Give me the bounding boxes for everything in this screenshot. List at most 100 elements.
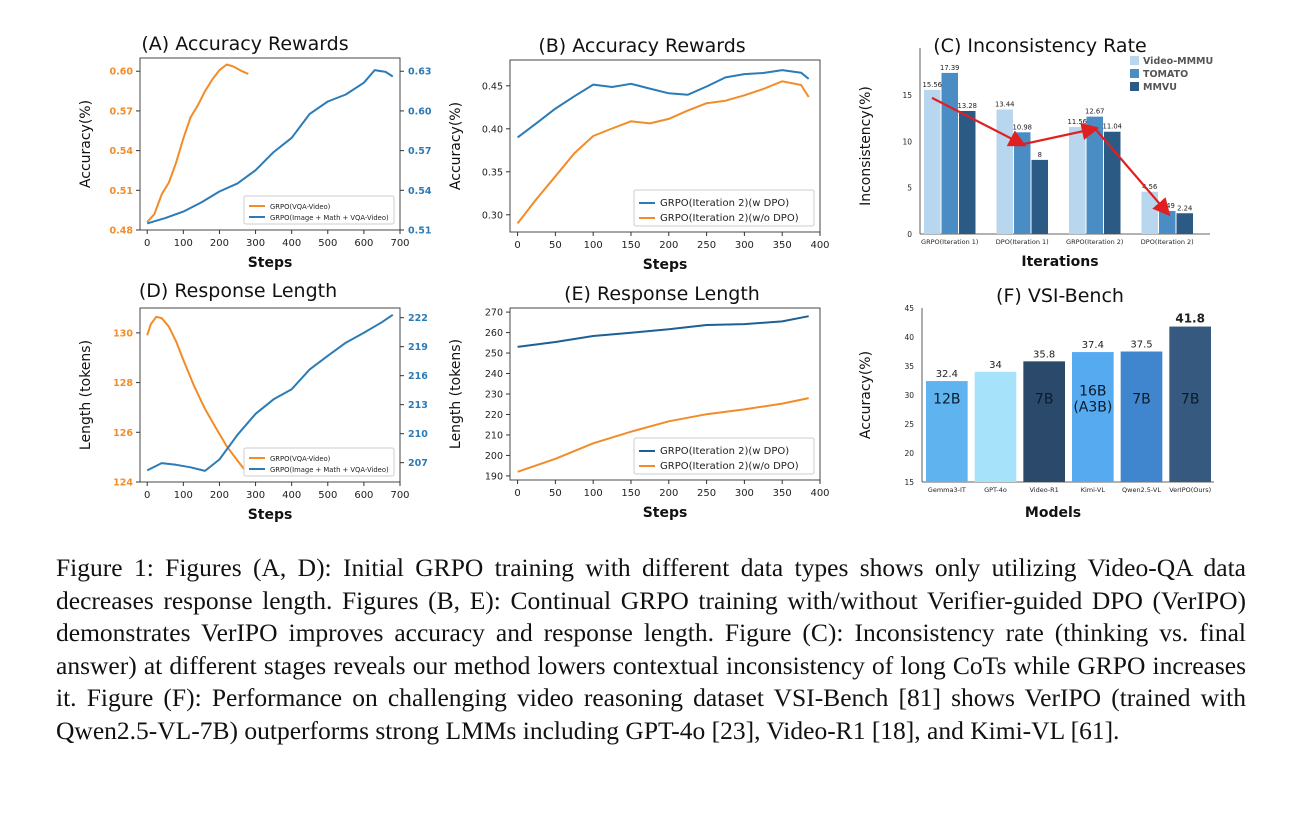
y-tick-label: 0.60 (110, 67, 134, 78)
x-tick-label: 50 (549, 488, 562, 499)
bar-value-label: 13.28 (958, 102, 977, 110)
chart-title: (F) VSI-Bench (996, 285, 1124, 307)
y-tick-label: 250 (485, 349, 503, 360)
y-tick-label: 45 (904, 304, 914, 313)
bar (1104, 131, 1121, 234)
y2-tick-label: 0.60 (408, 106, 432, 117)
bar (941, 72, 958, 234)
chart-D: (D) Response Length Steps Length (tokens) 0… (78, 280, 428, 523)
legend-box (243, 195, 395, 225)
bar-value-label: 10.98 (1013, 123, 1032, 131)
bar (1072, 352, 1114, 482)
y-axis-label: Length (tokens) (448, 339, 464, 449)
x-tick-label: 400 (282, 238, 301, 249)
series-line-2 (517, 397, 809, 473)
y-tick-label: 260 (485, 328, 503, 339)
y-tick-label: 126 (113, 428, 133, 439)
y-tick-label: 25 (904, 420, 914, 429)
x-tick-label: 0 (144, 490, 150, 501)
y-tick-label: 210 (485, 430, 503, 441)
x-tick-label: 150 (621, 488, 640, 499)
y-tick-label: 230 (485, 390, 503, 401)
y-tick-label: 0.51 (110, 186, 133, 197)
y2-tick-label: 222 (408, 313, 428, 324)
x-axis-label: Models (1025, 505, 1081, 521)
y-tick-label: 15 (904, 478, 914, 487)
y2-tick-label: 210 (408, 429, 428, 440)
bar (1169, 326, 1211, 482)
x-tick-label: 300 (735, 240, 754, 251)
y-tick-label: 0.40 (482, 124, 503, 135)
bar (1069, 126, 1086, 234)
y-tick-label: 270 (485, 308, 503, 319)
legend-box (243, 447, 395, 477)
legend-box (633, 437, 815, 475)
legend-label: GRPO(Image + Math + VQA-Video) (270, 214, 389, 222)
y-tick-label: 0.30 (482, 210, 503, 221)
y2-tick-label: 216 (408, 371, 428, 382)
plot-frame (139, 307, 401, 483)
model-size-label: (A3B) (1073, 400, 1112, 416)
model-size-label: 7B (1132, 392, 1151, 408)
series-line-2 (516, 80, 810, 225)
bar-value-label: 37.5 (1130, 340, 1152, 351)
y-axis-label: Length (tokens) (78, 340, 94, 450)
x-axis-label: Steps (643, 257, 688, 273)
x-tick-label: 200 (210, 490, 229, 501)
bar (959, 110, 976, 234)
y2-tick-label: 219 (408, 342, 428, 353)
bar-value-label: 34 (989, 360, 1002, 371)
bar-value-label: 17.39 (940, 64, 959, 72)
x-tick-label: DPO(Iteration 1) (996, 238, 1049, 246)
x-tick-label: 200 (659, 488, 678, 499)
bar (1176, 213, 1193, 234)
chart-title: (D) Response Length (139, 280, 337, 302)
bar (1120, 351, 1163, 482)
legend-label: GRPO(Image + Math + VQA-Video) (270, 466, 389, 474)
chart-title: (C) Inconsistency Rate (933, 35, 1146, 57)
y-tick-label: 190 (485, 471, 503, 482)
x-tick-label: 0 (144, 238, 150, 249)
x-tick-label: 600 (354, 490, 373, 501)
model-size-label: 7B (1181, 392, 1200, 408)
x-tick-label: 150 (621, 240, 640, 251)
x-tick-label: 100 (174, 490, 193, 501)
x-tick-label: 350 (773, 240, 792, 251)
x-tick-label: Qwen2.5-VL (1122, 486, 1161, 494)
bar-value-label: 11.04 (1103, 123, 1122, 131)
y-tick-label: 130 (113, 328, 133, 339)
bar-value-label: 37.4 (1082, 340, 1104, 351)
y2-tick-label: 0.51 (408, 226, 431, 237)
y-axis-label: Accuracy(%) (448, 102, 464, 190)
y-tick-label: 35 (904, 362, 914, 371)
x-tick-label: VerIPO(Ours) (1169, 486, 1211, 494)
figure-caption: Figure 1: Figures (A, D): Initial GRPO t… (56, 553, 1246, 745)
bar (1031, 159, 1048, 234)
chart-C: (C) Inconsistency Rate Iterations Inconsis… (858, 35, 1213, 270)
x-axis-label: Steps (248, 255, 293, 271)
series-line-1 (146, 63, 249, 223)
y-tick-label: 200 (485, 451, 503, 462)
chart-B: (B) Accuracy Rewards Steps Accuracy(%) 0 50 1… (448, 35, 830, 273)
chart-title: (A) Accuracy Rewards (141, 33, 348, 55)
x-tick-label: Video-R1 (1029, 486, 1058, 494)
x-tick-label: GPT-4o (984, 486, 1007, 494)
y-tick-label: 240 (485, 369, 503, 380)
x-tick-label: 200 (210, 238, 229, 249)
x-tick-label: 500 (318, 238, 337, 249)
y-tick-label: 10 (902, 137, 912, 146)
series-line-1 (146, 315, 250, 476)
x-tick-label: 300 (246, 238, 265, 249)
x-axis-label: Steps (248, 507, 293, 523)
x-tick-label: 0 (514, 240, 520, 251)
y-tick-label: 20 (904, 449, 914, 458)
x-tick-label: 700 (390, 490, 409, 501)
chart-title: (E) Response Length (564, 283, 760, 305)
bar (1014, 132, 1031, 234)
bar-value-label: 13.44 (995, 101, 1014, 109)
x-axis-label: Steps (643, 505, 688, 521)
y-tick-label: 0.57 (110, 106, 133, 117)
bar (974, 371, 1017, 482)
x-tick-label: 100 (584, 240, 603, 251)
